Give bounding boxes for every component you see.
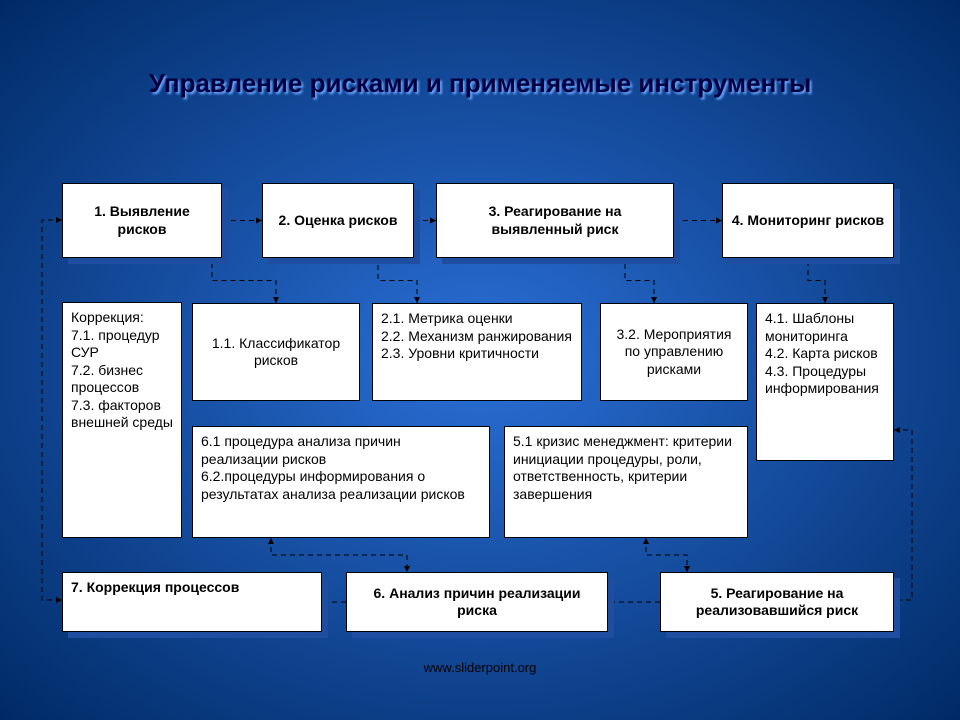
box-top4-text: 4. Мониторинг рисков — [723, 206, 893, 236]
arrow — [378, 258, 417, 303]
arrow — [212, 258, 276, 303]
box-top1-text: 1. Выявление рисков — [63, 197, 221, 244]
box-bot5-text: 5. Реагирование на реализовавшийся риск — [661, 579, 893, 626]
arrow — [42, 220, 62, 600]
box-mid2-text: 2.1. Метрика оценки 2.2. Механизм ранжир… — [373, 304, 581, 369]
box-mid3: 3.2. Мероприятия по управлению рисками — [600, 303, 748, 401]
slide: Управление рисками и применяемые инструм… — [0, 0, 960, 720]
box-bot6-text: 6. Анализ причин реализации риска — [347, 579, 607, 626]
box-mid6: 6.1 процедура анализа причин реализации … — [192, 426, 490, 538]
arrow — [894, 430, 912, 600]
box-mid1-text: 1.1. Классификатор рисков — [193, 329, 359, 376]
arrow — [271, 538, 407, 572]
box-top1: 1. Выявление рисков — [62, 183, 222, 258]
box-mid6-text: 6.1 процедура анализа причин реализации … — [193, 427, 489, 509]
box-top2-text: 2. Оценка рисков — [263, 206, 413, 236]
box-bot6: 6. Анализ причин реализации риска — [346, 572, 608, 632]
arrow — [808, 258, 825, 303]
arrow — [646, 538, 687, 572]
box-bot5: 5. Реагирование на реализовавшийся риск — [660, 572, 894, 632]
box-top3-text: 3. Реагирование на выявленный риск — [437, 197, 673, 244]
box-mid4-text: 4.1. Шаблоны мониторинга 4.2. Карта риск… — [757, 304, 893, 404]
box-mid0-text: Коррекция: 7.1. процедур СУР 7.2. бизнес… — [63, 303, 181, 438]
box-mid4: 4.1. Шаблоны мониторинга 4.2. Карта риск… — [756, 303, 894, 461]
box-top2: 2. Оценка рисков — [262, 183, 414, 258]
box-mid1: 1.1. Классификатор рисков — [192, 303, 360, 401]
box-top4: 4. Мониторинг рисков — [722, 183, 894, 258]
box-mid5-text: 5.1 кризис менеджмент: критерии инициаци… — [505, 427, 747, 509]
box-mid5: 5.1 кризис менеджмент: критерии инициаци… — [504, 426, 748, 538]
footer-text: www.sliderpoint.org — [0, 660, 960, 675]
box-bot7-text: 7. Коррекция процессов — [63, 573, 321, 603]
box-top3: 3. Реагирование на выявленный риск — [436, 183, 674, 258]
box-bot7: 7. Коррекция процессов — [62, 572, 322, 632]
box-mid3-text: 3.2. Мероприятия по управлению рисками — [601, 320, 747, 385]
arrow — [625, 258, 654, 303]
box-mid0: Коррекция: 7.1. процедур СУР 7.2. бизнес… — [62, 302, 182, 538]
slide-title: Управление рисками и применяемые инструм… — [0, 68, 960, 99]
box-mid2: 2.1. Метрика оценки 2.2. Механизм ранжир… — [372, 303, 582, 401]
